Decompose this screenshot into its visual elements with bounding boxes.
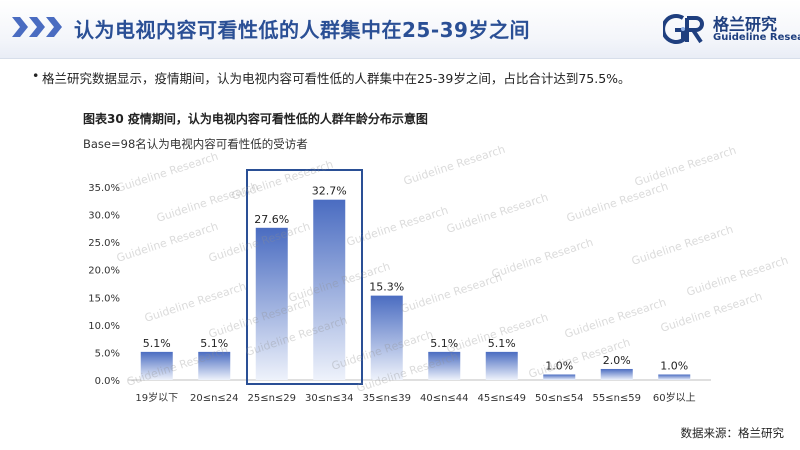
watermark-text: Guideline Research <box>565 180 670 225</box>
data-label: 2.0% <box>603 354 631 367</box>
watermark-text: Guideline Research <box>155 180 260 225</box>
watermark-text: Guideline Research <box>445 311 550 356</box>
watermark-text: Guideline Research <box>527 336 632 381</box>
x-tick-label: 25≤n≤29 <box>247 393 296 404</box>
bullet-dot: • <box>32 68 40 83</box>
x-tick-label: 30≤n≤34 <box>305 393 354 404</box>
watermark-text: Guideline Research <box>659 290 764 335</box>
chart-title: 图表30 疫情期间，认为电视内容可看性低的人群年龄分布示意图 <box>83 112 428 126</box>
y-tick-label: 15.0% <box>88 293 120 304</box>
watermark-text: Guideline Research <box>115 150 220 195</box>
watermark-text: Guideline Research <box>399 271 504 316</box>
watermark-text: Guideline Research <box>230 158 335 203</box>
watermark-text: Guideline Research <box>563 296 668 341</box>
logo-english-name: Guideline Research <box>713 32 800 43</box>
x-tick-label: 40≤n≤44 <box>420 393 469 404</box>
watermark-text: Guideline Research <box>244 314 349 359</box>
y-tick-label: 0.0% <box>95 376 120 387</box>
y-tick-label: 20.0% <box>88 266 120 277</box>
data-label: 5.1% <box>488 337 516 350</box>
bar <box>658 374 691 380</box>
watermark-text: Guideline Research <box>207 220 312 265</box>
data-label: 5.1% <box>143 337 171 350</box>
data-label: 15.3% <box>369 281 404 294</box>
data-label: 1.0% <box>660 359 688 372</box>
watermark-text: Guideline Research <box>633 144 738 189</box>
data-label: 27.6% <box>254 213 289 226</box>
header-banner: 认为电视内容可看性低的人群集中在25-39岁之间 格兰研究 Guideline … <box>0 0 800 59</box>
x-tick-label: 35≤n≤39 <box>362 393 411 404</box>
x-tick-label: 55≤n≤59 <box>592 393 641 404</box>
chevron-arrows-icon <box>12 17 62 37</box>
x-tick-label: 20≤n≤24 <box>190 393 239 404</box>
watermark-text: Guideline Research <box>685 254 790 299</box>
logo-chinese-name: 格兰研究 <box>713 15 778 34</box>
x-tick-label: 50≤n≤54 <box>535 393 584 404</box>
watermark-text: Guideline Research <box>355 350 460 395</box>
data-label: 5.1% <box>200 337 228 350</box>
watermark-text: Guideline Research <box>630 223 735 268</box>
bar <box>428 351 461 380</box>
data-source: 数据来源：格兰研究 <box>680 426 785 440</box>
bar <box>198 351 231 380</box>
bar <box>255 227 288 380</box>
watermark-text: Guideline Research <box>345 204 450 249</box>
data-label: 32.7% <box>312 185 347 198</box>
watermark-text: Guideline Research <box>490 236 595 281</box>
watermark-text: Guideline Research <box>287 260 392 305</box>
x-tick-label: 60岁以上 <box>653 391 696 404</box>
summary-text: 格兰研究数据显示，疫情期间，认为电视内容可看性低的人群集中在25-39岁之间，占… <box>42 71 631 86</box>
page-title: 认为电视内容可看性低的人群集中在25-39岁之间 <box>74 18 530 42</box>
y-tick-label: 35.0% <box>88 183 120 194</box>
data-label: 5.1% <box>430 337 458 350</box>
watermark-text: Guideline Research <box>402 143 507 188</box>
bar <box>543 374 576 380</box>
data-label: 1.0% <box>545 359 573 372</box>
y-tick-label: 25.0% <box>88 238 120 249</box>
watermark-text: Guideline Research <box>207 296 312 341</box>
bar <box>485 351 518 380</box>
y-tick-label: 10.0% <box>88 321 120 332</box>
x-tick-label: 19岁以下 <box>135 391 178 404</box>
x-tick-label: 45≤n≤49 <box>477 393 526 404</box>
y-tick-label: 5.0% <box>95 348 120 359</box>
watermark-text: Guideline Research <box>115 220 220 265</box>
watermark-text: Guideline Research <box>330 328 435 373</box>
highlight-box <box>246 169 363 385</box>
brand-logo: 格兰研究 Guideline Research <box>663 10 800 50</box>
logo-gr-icon <box>663 14 704 44</box>
y-tick-label: 30.0% <box>88 211 120 222</box>
bar <box>370 295 403 380</box>
watermark-text: Guideline Research <box>143 280 248 325</box>
watermark-text: Guideline Research <box>125 344 230 389</box>
bar <box>140 351 173 380</box>
watermark-text: Guideline Research <box>445 191 550 236</box>
bar <box>600 368 633 380</box>
bar <box>313 199 346 380</box>
chart-base-note: Base=98名认为电视内容可看性低的受访者 <box>83 137 308 151</box>
